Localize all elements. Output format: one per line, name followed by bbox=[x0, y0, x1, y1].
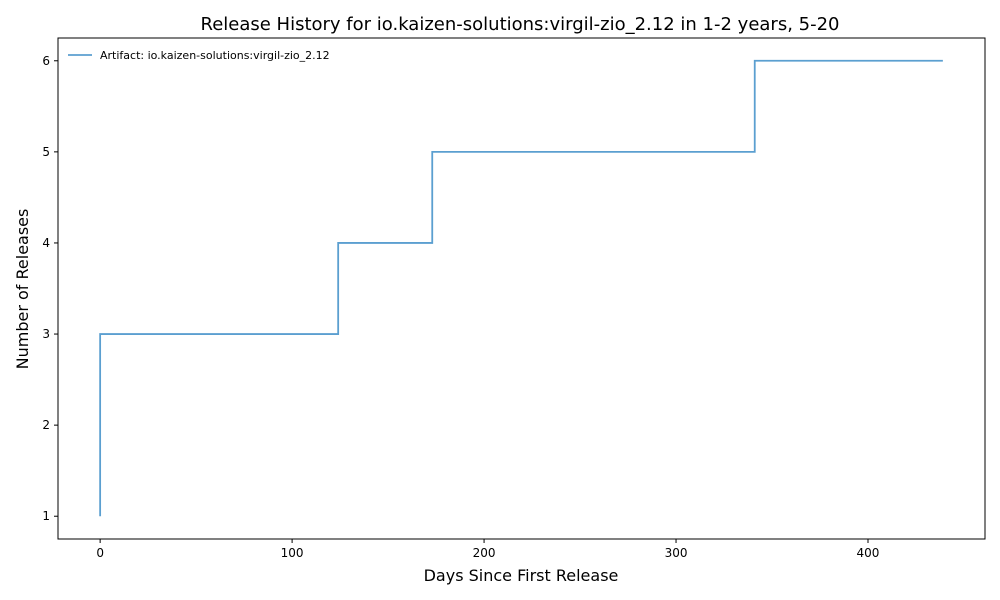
x-tick-label: 100 bbox=[281, 546, 304, 560]
y-axis-label: Number of Releases bbox=[13, 209, 32, 370]
axes: 0 100 200 300 400 1 2 3 4 5 6 bbox=[42, 37, 986, 560]
y-tick-label: 1 bbox=[42, 509, 50, 523]
y-tick-label: 2 bbox=[42, 418, 50, 432]
y-tick-label: 4 bbox=[42, 236, 50, 250]
x-tick-label: 300 bbox=[665, 546, 688, 560]
x-tick-label: 400 bbox=[857, 546, 880, 560]
chart-title: Release History for io.kaizen-solutions:… bbox=[201, 14, 840, 35]
plot-area bbox=[99, 59, 943, 517]
y-tick-label: 3 bbox=[42, 327, 50, 341]
y-tick-label: 5 bbox=[42, 145, 50, 159]
legend: Artifact: io.kaizen-solutions:virgil-zio… bbox=[68, 49, 330, 62]
x-tick-label: 0 bbox=[96, 546, 104, 560]
plot-frame bbox=[57, 37, 986, 540]
legend-label: Artifact: io.kaizen-solutions:virgil-zio… bbox=[100, 49, 330, 62]
y-tick-label: 6 bbox=[42, 54, 50, 68]
x-axis-label: Days Since First Release bbox=[424, 566, 619, 585]
x-tick-label: 200 bbox=[473, 546, 496, 560]
series-line bbox=[99, 59, 943, 517]
